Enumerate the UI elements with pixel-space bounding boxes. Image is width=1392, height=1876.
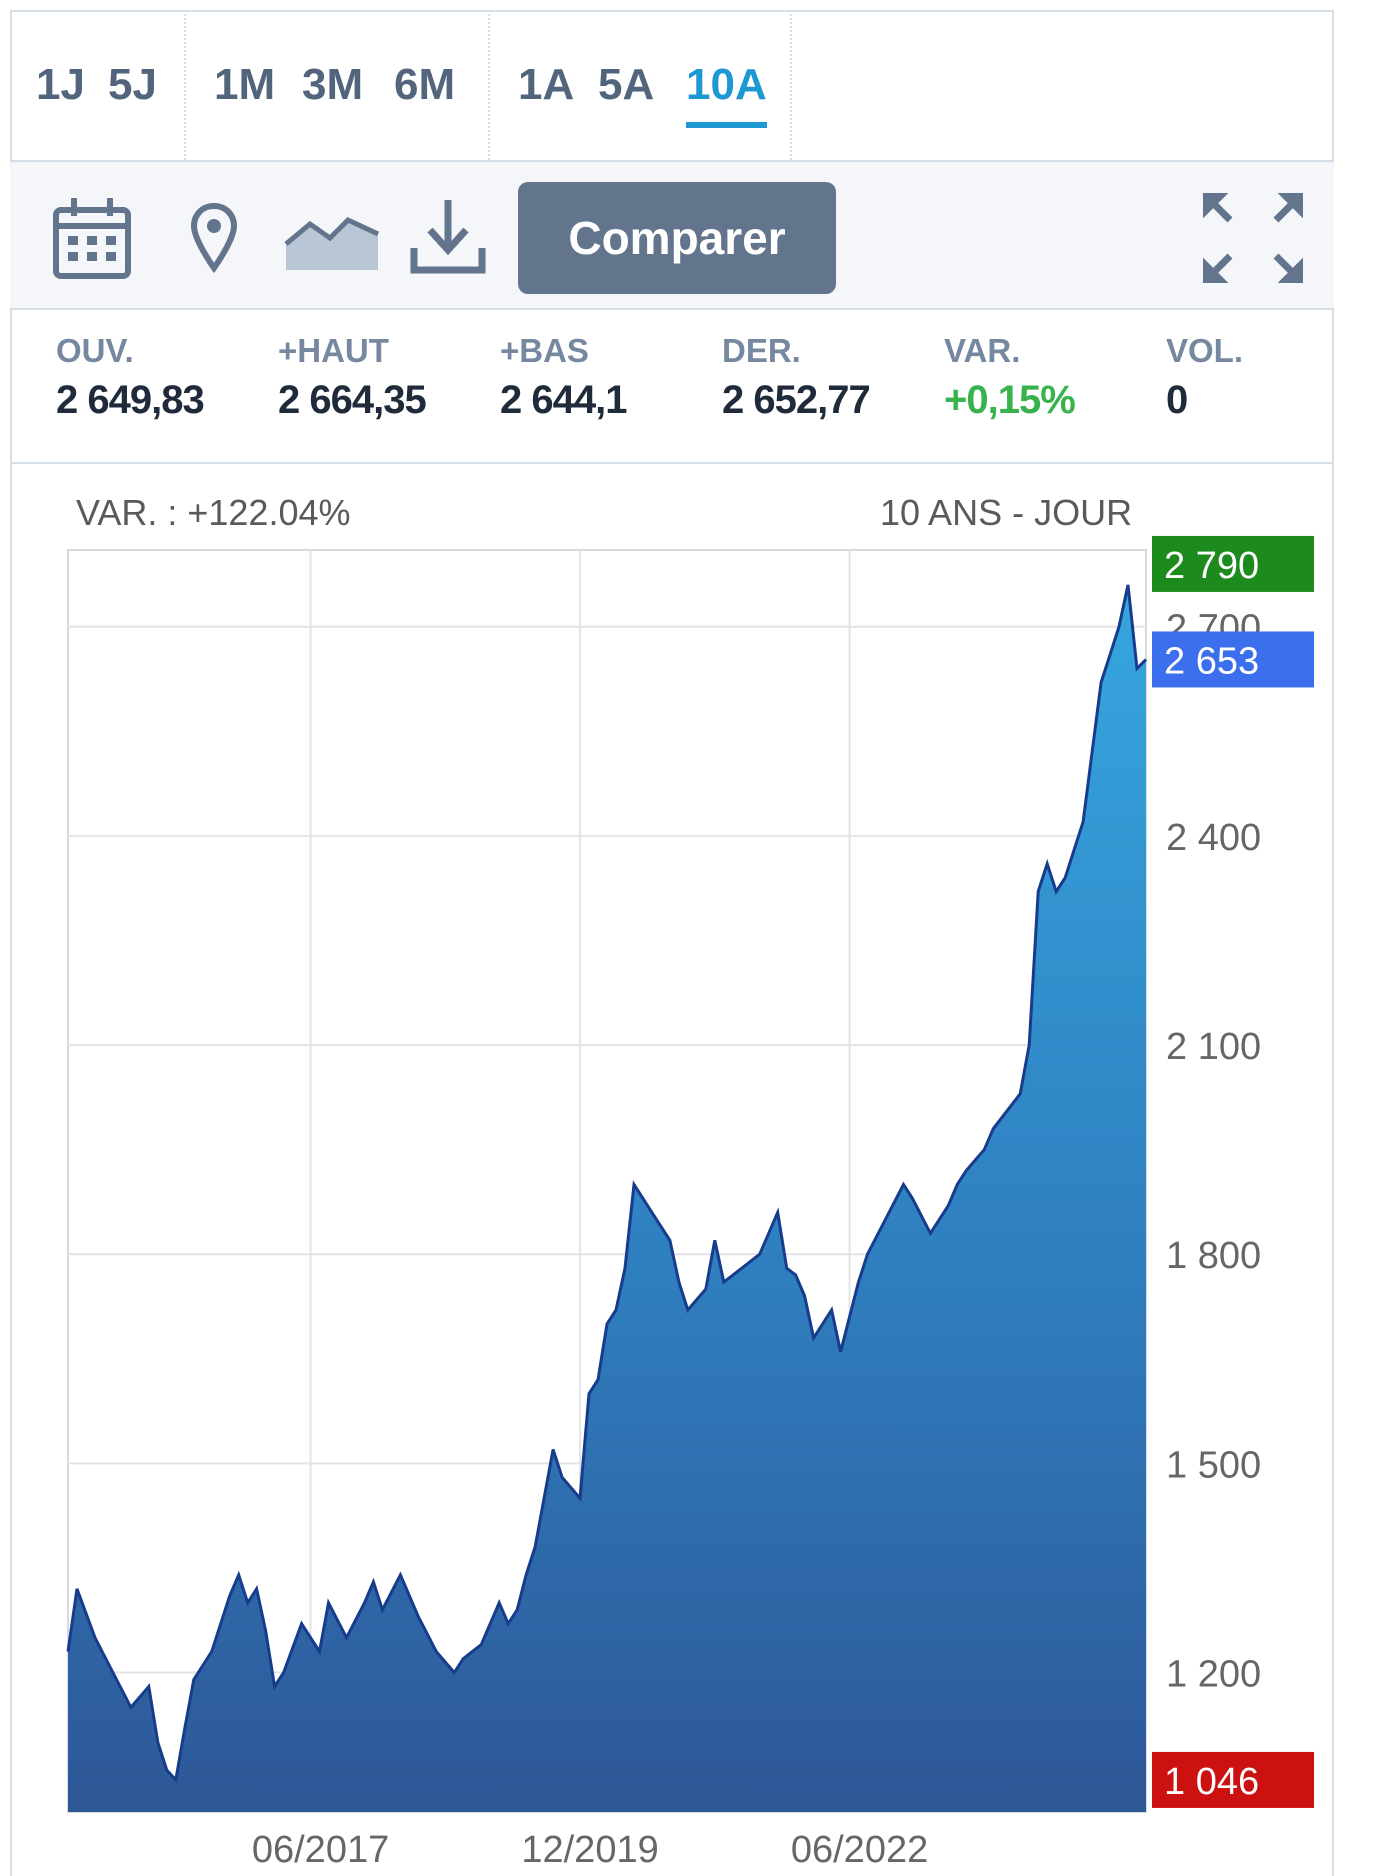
x-axis-ticks: 06/2017 12/2019 06/2022	[252, 1829, 928, 1871]
stat-variation: VAR. +0,15%	[944, 332, 1076, 423]
stat-high: +HAUT 2 664,35	[278, 332, 427, 423]
stat-label: VOL.	[1166, 332, 1244, 369]
price-line	[66, 584, 1148, 1784]
stat-value: 2 652,77	[722, 378, 871, 422]
badge-background	[1152, 535, 1314, 592]
y-tick-label: 2 400	[1166, 817, 1261, 859]
tab-1m[interactable]: 1M	[214, 60, 276, 109]
badge-background	[1152, 1751, 1314, 1808]
period-group-short: 1J 5J	[10, 10, 186, 160]
stat-label: +HAUT	[278, 332, 389, 369]
chart-toolbar: Comparer	[10, 162, 1334, 310]
y-tick-label: 1 800	[1166, 1235, 1261, 1277]
stat-last: DER. 2 652,77	[722, 332, 871, 423]
stat-open: OUV. 2 649,83	[56, 332, 205, 423]
stat-volume: VOL. 0	[1166, 332, 1243, 423]
period-group-months: 1M 3M 6M	[186, 10, 490, 160]
tab-6m[interactable]: 6M	[394, 60, 456, 109]
badge-background	[1152, 631, 1314, 688]
y-tick-label: 1 500	[1166, 1444, 1261, 1486]
x-tick-label: 06/2022	[791, 1829, 928, 1871]
stat-value: 2 664,35	[278, 378, 427, 422]
badge-low: 1 046	[1152, 1751, 1314, 1808]
period-selector: 1J 5J 1M 3M 6M 1A 5A 10A	[10, 10, 1334, 162]
chart-variation: VAR. : +122.04%	[76, 492, 351, 533]
badge-label: 2 653	[1164, 640, 1259, 682]
tab-10a[interactable]: 10A	[686, 60, 767, 128]
stat-label: OUV.	[56, 332, 134, 369]
stat-label: DER.	[722, 332, 801, 369]
badge-label: 2 790	[1164, 545, 1259, 587]
stat-value: +0,15%	[944, 378, 1076, 422]
badge-last: 2 653	[1152, 631, 1314, 688]
badge-label: 1 046	[1164, 1761, 1259, 1803]
calendar-icon[interactable]	[52, 196, 132, 280]
y-tick-label: 1 200	[1166, 1654, 1261, 1696]
stat-value: 2 644,1	[500, 378, 627, 422]
stat-low: +BAS 2 644,1	[500, 332, 627, 423]
tab-3m[interactable]: 3M	[302, 60, 364, 109]
tab-1a[interactable]: 1A	[518, 60, 575, 109]
tab-5a[interactable]: 5A	[598, 60, 655, 109]
price-badges: 2 790 2 653 1 046	[1152, 535, 1314, 1808]
compare-button[interactable]: Comparer	[518, 182, 836, 294]
stat-value: 0	[1166, 378, 1188, 422]
tab-1j[interactable]: 1J	[36, 60, 85, 109]
badge-high: 2 790	[1152, 535, 1314, 592]
quote-stats: OUV. 2 649,83 +HAUT 2 664,35 +BAS 2 644,…	[10, 310, 1334, 464]
stat-label: +BAS	[500, 332, 589, 369]
stat-label: VAR.	[944, 332, 1021, 369]
x-tick-label: 12/2019	[521, 1829, 658, 1871]
price-area	[68, 584, 1146, 1812]
location-pin-icon[interactable]	[190, 202, 238, 274]
widget-frame	[10, 10, 1334, 1876]
stat-value: 2 649,83	[56, 378, 205, 422]
chart-period: 10 ANS - JOUR	[880, 492, 1133, 533]
area-chart-icon[interactable]	[282, 204, 382, 272]
fullscreen-icon[interactable]	[1200, 190, 1306, 286]
download-icon[interactable]	[408, 196, 488, 276]
tab-5j[interactable]: 5J	[108, 60, 157, 109]
period-group-years: 1A 5A 10A	[490, 10, 792, 160]
y-tick-label: 2 100	[1166, 1026, 1261, 1068]
x-tick-label: 06/2017	[252, 1829, 389, 1871]
